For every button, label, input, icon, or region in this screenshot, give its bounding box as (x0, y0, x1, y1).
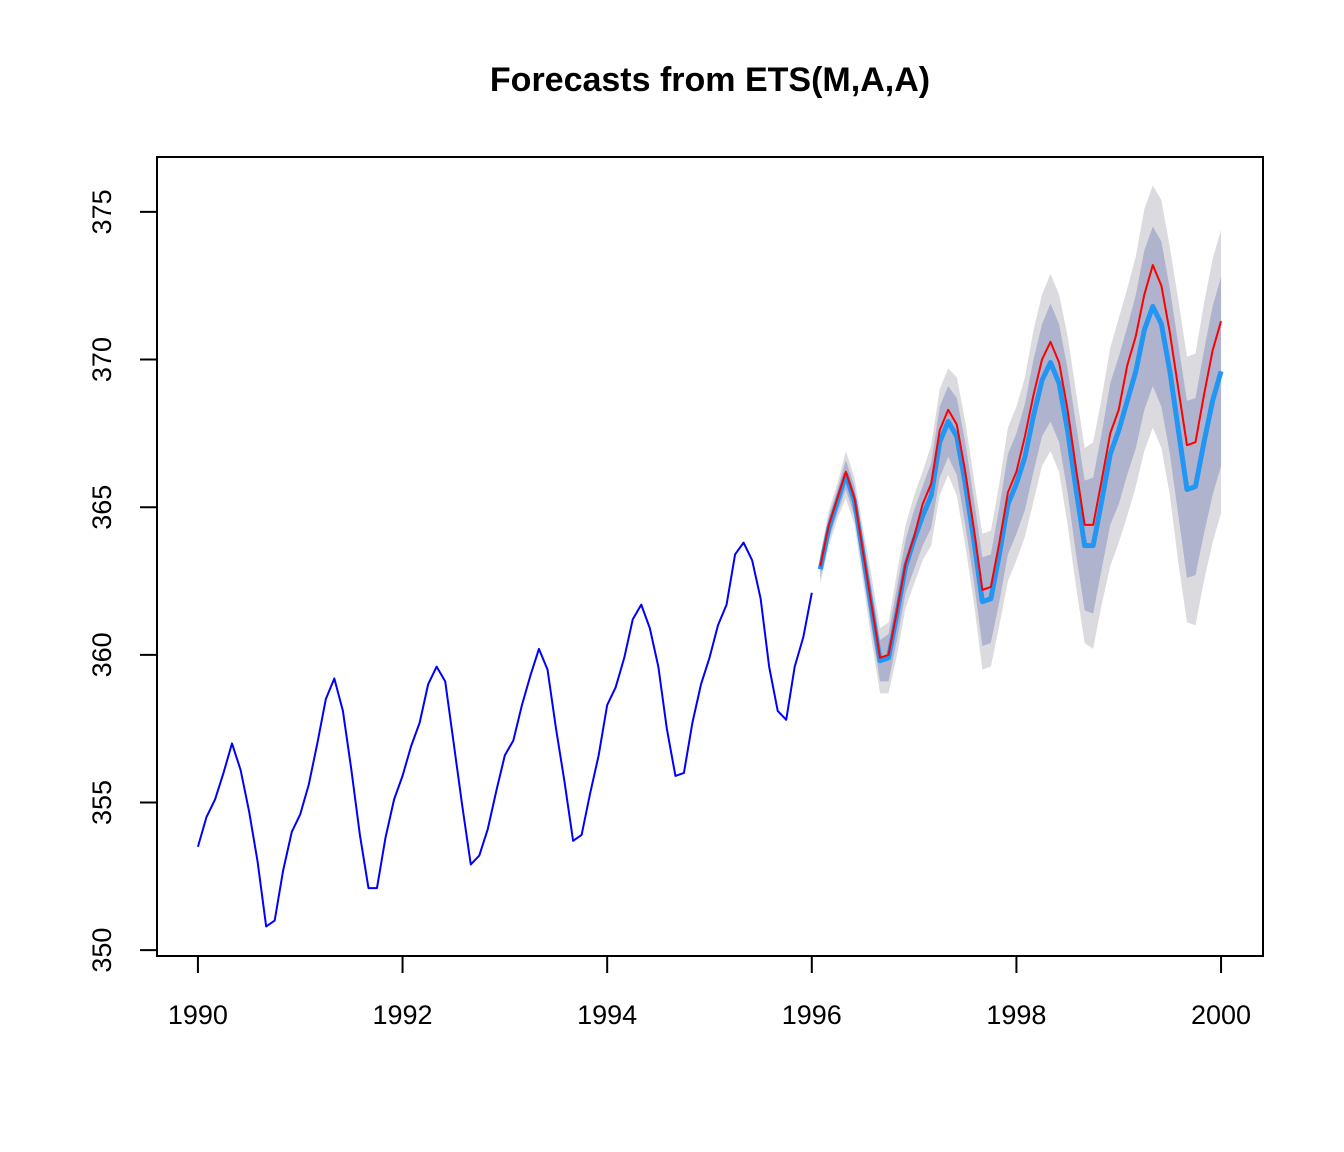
x-tick-label: 1992 (373, 1000, 433, 1030)
y-tick-label: 375 (87, 189, 117, 234)
x-tick-label: 1990 (168, 1000, 228, 1030)
y-tick-label: 365 (87, 485, 117, 530)
series-line (819, 264, 1223, 659)
x-tick-label: 2000 (1191, 1000, 1251, 1030)
y-tick-label: 350 (87, 928, 117, 973)
y-tick-label: 370 (87, 337, 117, 382)
y-tick-label: 360 (87, 632, 117, 677)
series-line (817, 303, 1224, 664)
plot-frame (156, 156, 1264, 957)
x-tick-label: 1998 (986, 1000, 1046, 1030)
x-tick-label: 1994 (577, 1000, 637, 1030)
x-tick-label: 1996 (782, 1000, 842, 1030)
series-line (196, 541, 813, 928)
y-tick-label: 355 (87, 780, 117, 825)
chart-title: Forecasts from ETS(M,A,A) (490, 61, 930, 99)
